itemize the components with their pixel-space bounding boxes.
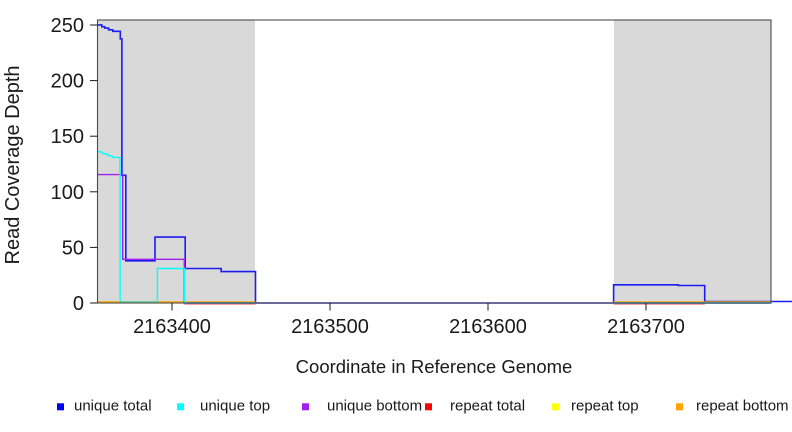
svg-text:2163600: 2163600 bbox=[449, 316, 527, 338]
svg-text:2163500: 2163500 bbox=[291, 316, 369, 338]
svg-text:Coordinate in Reference Genome: Coordinate in Reference Genome bbox=[296, 356, 573, 377]
svg-text:150: 150 bbox=[51, 126, 84, 148]
svg-text:repeat top: repeat top bbox=[571, 398, 639, 415]
svg-text:50: 50 bbox=[62, 237, 84, 259]
svg-text:2163700: 2163700 bbox=[607, 316, 685, 338]
svg-text:unique top: unique top bbox=[200, 398, 270, 415]
svg-text:Read Coverage Depth: Read Coverage Depth bbox=[2, 65, 24, 264]
svg-text:unique bottom: unique bottom bbox=[327, 398, 422, 415]
svg-text:2163400: 2163400 bbox=[133, 316, 211, 338]
svg-text:200: 200 bbox=[51, 71, 84, 93]
svg-text:repeat total: repeat total bbox=[450, 398, 525, 415]
svg-text:100: 100 bbox=[51, 182, 84, 204]
svg-text:unique total: unique total bbox=[74, 398, 152, 415]
svg-text:repeat bottom: repeat bottom bbox=[696, 398, 789, 415]
svg-text:0: 0 bbox=[73, 293, 84, 315]
svg-text:250: 250 bbox=[51, 15, 84, 37]
